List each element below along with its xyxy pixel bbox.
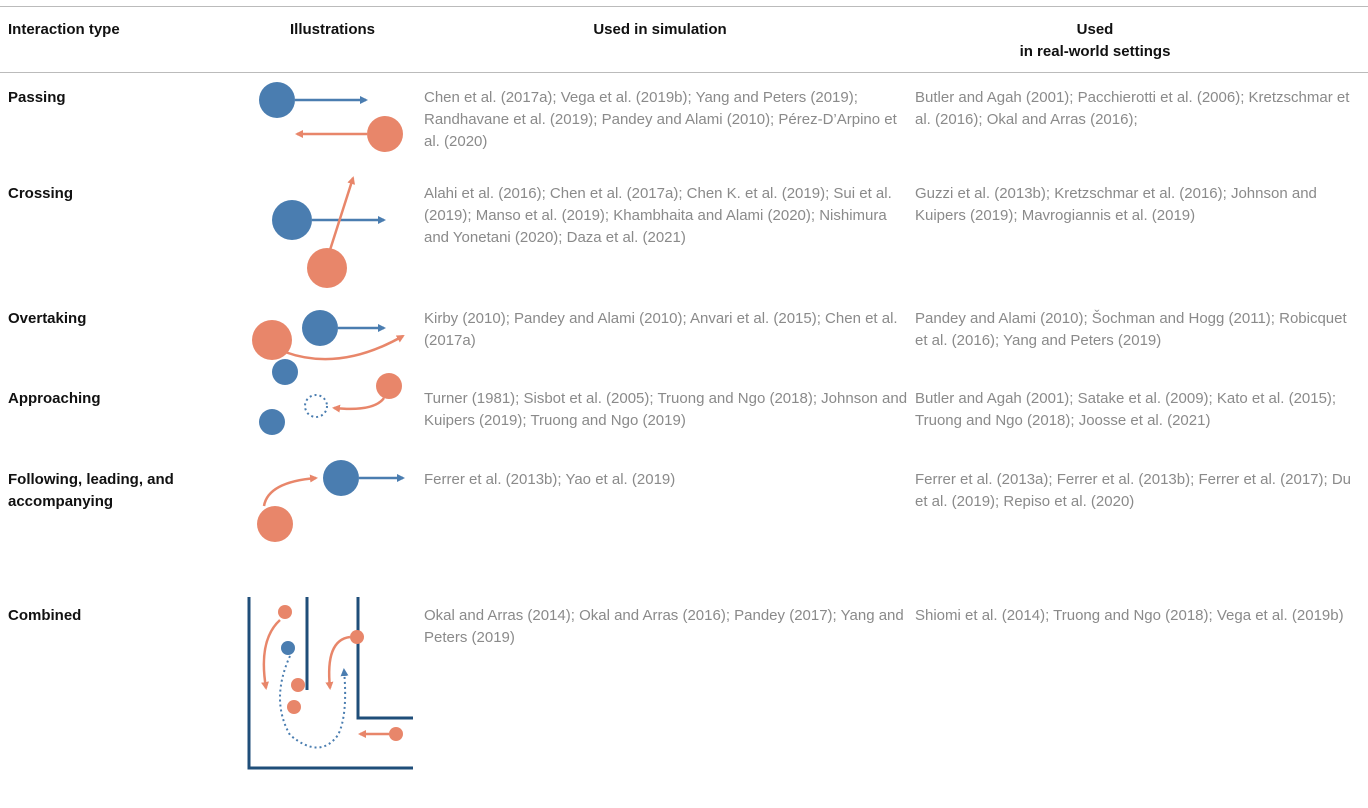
passing-illustration: [259, 82, 403, 152]
following-illustration: [257, 460, 403, 542]
illustrations: [0, 0, 1368, 808]
page: Interaction type Illustrations Used in s…: [0, 0, 1368, 808]
crossing-illustration: [272, 178, 384, 288]
overtaking-illustration: [252, 310, 403, 360]
approaching-illustration: [259, 359, 402, 435]
combined-illustration: [249, 597, 413, 768]
